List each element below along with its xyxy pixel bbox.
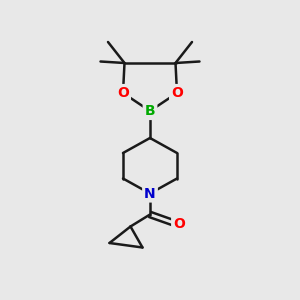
Text: N: N <box>144 187 156 200</box>
Text: O: O <box>173 217 185 230</box>
Text: O: O <box>117 86 129 100</box>
Text: O: O <box>171 86 183 100</box>
Text: B: B <box>145 104 155 118</box>
